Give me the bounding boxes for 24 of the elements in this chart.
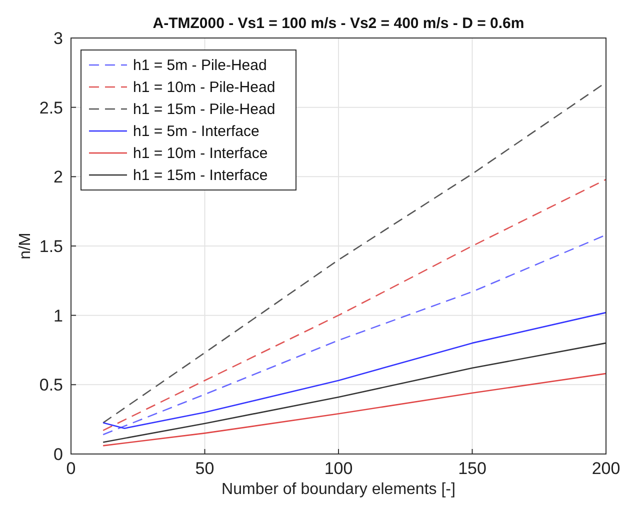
x-tick-label: 0: [66, 459, 76, 478]
y-tick-label: 0.5: [39, 376, 63, 395]
y-tick-label: 2: [54, 168, 63, 187]
x-tick-label: 200: [592, 459, 620, 478]
legend-label: h1 = 15m - Pile-Head: [133, 101, 276, 118]
y-tick-label: 1.5: [39, 237, 63, 256]
y-axis-title: n/M: [17, 232, 34, 260]
line-series: [102, 372, 607, 446]
chart-title: A-TMZ000 - Vs1 = 100 m/s - Vs2 = 400 m/s - D = 0.6m: [152, 15, 524, 32]
legend-label: h1 = 15m - Interface: [133, 167, 268, 184]
y-tick-label: 2.5: [39, 98, 63, 118]
x-tick-label: 100: [324, 459, 353, 478]
x-tick-label: 50: [195, 459, 214, 478]
y-tick-label: 3: [54, 29, 63, 48]
line-series: [102, 312, 607, 429]
legend-label: h1 = 5m - Interface: [133, 123, 260, 140]
x-axis-title: Number of boundary elements [-]: [222, 481, 456, 498]
legend-label: h1 = 5m - Pile-Head: [133, 57, 267, 74]
line-series: [102, 178, 607, 432]
y-tick-label: 0: [54, 445, 63, 464]
legend-label: h1 = 10m - Pile-Head: [133, 79, 276, 96]
legend-label: h1 = 10m - Interface: [133, 145, 268, 162]
x-tick-label: 150: [458, 459, 486, 478]
y-tick-label: 1: [54, 306, 63, 326]
